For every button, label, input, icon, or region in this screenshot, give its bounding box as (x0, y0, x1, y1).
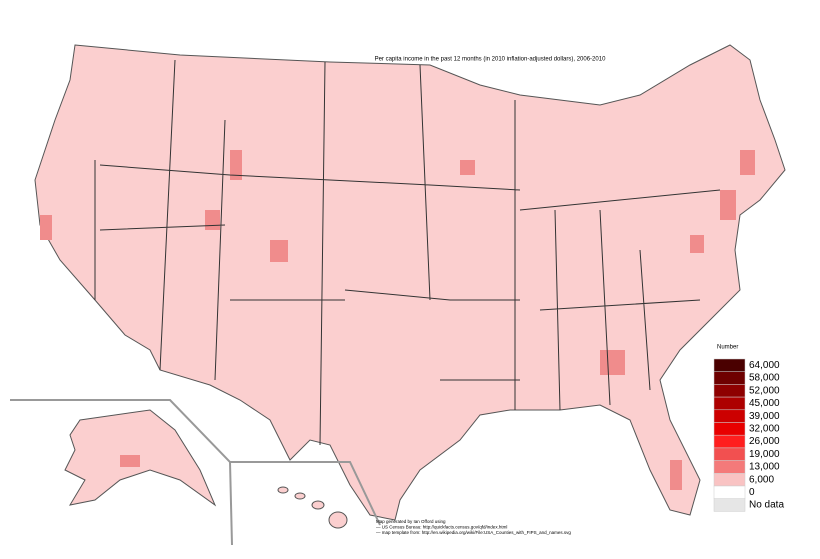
credit-line: Map generated by Ian Offord using (376, 519, 446, 524)
legend-swatch (713, 447, 746, 461)
legend-swatch (713, 485, 746, 499)
legend-label: 26,000 (749, 436, 780, 447)
credit-line: — map template from: http://en.wikipedia… (376, 530, 571, 535)
legend-label: 39,000 (749, 411, 780, 422)
legend-label: 58,000 (749, 373, 780, 384)
legend-label: 6,000 (749, 474, 774, 485)
inset-border (10, 399, 381, 546)
legend-label: 32,000 (749, 423, 780, 434)
state-borders (94, 59, 721, 446)
legend-swatch (713, 384, 746, 398)
credits: Map generated by Ian Offord using— US Ce… (376, 519, 571, 535)
legend-label: 52,000 (749, 385, 780, 396)
legend-swatch (713, 396, 746, 411)
legend-label: 13,000 (749, 462, 780, 473)
legend-label: 19,000 (749, 449, 780, 460)
dark-regions (40, 150, 755, 490)
hawaii (277, 486, 348, 529)
legend-swatch (713, 434, 746, 449)
legend-label: No data (749, 500, 784, 511)
legend-label: 0 (749, 487, 755, 498)
legend-swatch (713, 409, 746, 423)
legend-label: 45,000 (749, 398, 780, 409)
legend-swatch (713, 371, 746, 385)
map-title: Per capita income in the past 12 months … (375, 57, 606, 63)
legend-swatch (713, 498, 746, 512)
legend-swatch (713, 358, 746, 372)
us-mainland (34, 44, 786, 521)
legend-swatch (713, 473, 746, 487)
credit-line: — US Census Bureau: http://quickfacts.ce… (376, 525, 507, 530)
alaska-region (120, 455, 140, 467)
legend-swatch (713, 460, 746, 474)
legend-label: 64,000 (749, 360, 780, 371)
legend-swatch (713, 422, 746, 436)
legend-title: Number (717, 345, 738, 351)
